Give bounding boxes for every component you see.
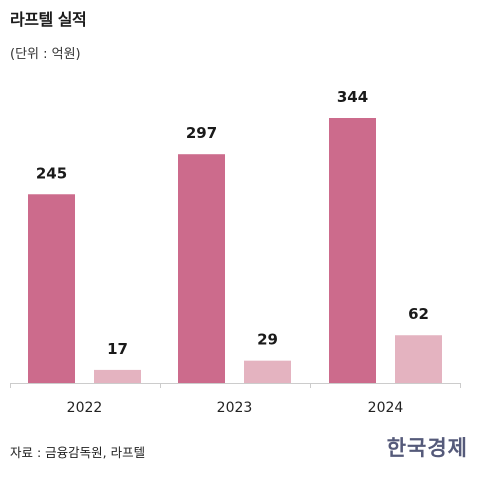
data-label-series-1-2023: 297 bbox=[186, 124, 217, 142]
labels-layer: 245 17 2022 297 29 2023 344 62 2024 bbox=[36, 88, 429, 416]
bar-series-2-2023 bbox=[244, 360, 291, 383]
source-note: 자료 : 금융감독원, 라프텔 bbox=[10, 445, 146, 460]
data-label-series-2-2024: 62 bbox=[408, 305, 429, 323]
data-label-series-2-2022: 17 bbox=[107, 340, 128, 358]
bar-series-1-2024 bbox=[329, 118, 376, 383]
bars-layer bbox=[28, 118, 442, 383]
bar-series-2-2024 bbox=[395, 335, 442, 383]
chart-title: 라프텔 실적 bbox=[10, 10, 87, 29]
x-axis-ticks bbox=[10, 383, 461, 388]
unit-label: (단위 : 억원) bbox=[10, 47, 81, 62]
x-tick-label-2023: 2023 bbox=[217, 400, 253, 416]
brand-logo: 한국경제 bbox=[386, 435, 468, 460]
data-label-series-2-2023: 29 bbox=[257, 331, 278, 349]
bar-series-1-2023 bbox=[178, 154, 225, 383]
x-tick-label-2024: 2024 bbox=[368, 400, 404, 416]
data-label-series-1-2022: 245 bbox=[36, 164, 67, 182]
x-tick-label-2022: 2022 bbox=[67, 400, 103, 416]
data-label-series-1-2024: 344 bbox=[337, 88, 368, 106]
bar-series-1-2022 bbox=[28, 194, 75, 383]
bar-series-2-2022 bbox=[94, 369, 141, 383]
